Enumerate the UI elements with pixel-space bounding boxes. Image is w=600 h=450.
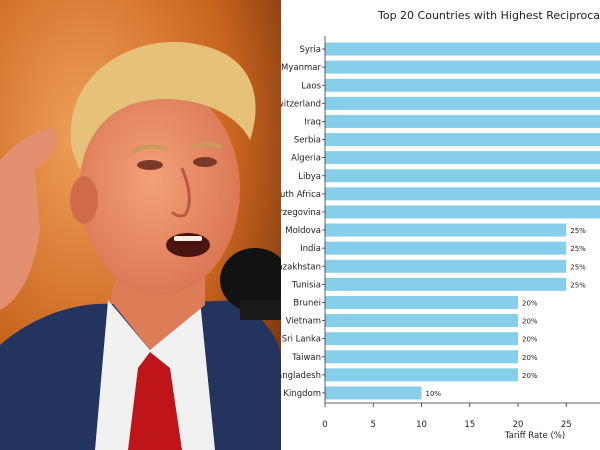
bar-vietnam [325,314,518,328]
category-label: Myanmar [281,63,321,73]
raised-hand [0,129,58,310]
hair [70,41,256,171]
data-label: 20% [522,299,538,307]
data-label: 20% [522,354,538,362]
nose [170,167,191,218]
tariff-bar-chart: Top 20 Countries with Highest Reciprocal… [218,0,600,450]
red-tie [128,352,182,450]
category-label: Kazakhstan [281,262,321,272]
category-label: Iraq [304,117,321,127]
category-label: South Africa [281,190,321,200]
category-label: Laos [301,81,321,91]
data-label: 25% [570,245,586,253]
x-tick-label: 25 [561,420,572,430]
data-label: 20% [522,336,538,344]
x-tick-label: 10 [416,420,427,430]
bar-bangladesh [325,368,518,382]
category-label: Switzerland [281,99,321,109]
bar-serbia [325,133,600,147]
bar-bosnia-and-herzegovina [325,205,600,219]
category-label: Brunei [293,298,321,308]
data-label: 25% [570,263,586,271]
speaker-photo-illustration [0,0,281,450]
bar-united-kingdom [325,386,422,400]
right-eyebrow [191,142,223,150]
category-label: Bangladesh [281,371,321,381]
category-labels: Syria Myanmar Laos Switzerland Iraq Serbia Alg… [218,45,325,399]
left-eye [137,160,163,170]
bars-layer [325,42,600,400]
bar-india [325,241,567,255]
bar-sri-lanka [325,332,518,346]
value-labels: 25% 25% 25% 25% 20% 20% 20% 20% 20% 10% [426,227,587,398]
teeth [174,236,202,241]
bar-laos [325,78,600,92]
bar-brunei [325,295,518,309]
category-label: Sri Lanka [282,335,321,345]
x-tick-label: 0 [322,420,327,430]
category-label: Syria [300,45,322,55]
bar-iraq [325,114,600,128]
speaker-photo [0,0,281,450]
x-tick-label: 15 [464,420,475,430]
bar-syria [325,42,600,56]
category-label: Moldova [285,226,321,236]
right-eye [193,157,217,167]
data-label: 10% [426,390,442,398]
chart-title: Top 20 Countries with Highest Reciprocal… [377,9,600,22]
ear [70,176,98,224]
bar-taiwan [325,350,518,364]
bar-switzerland [325,96,600,110]
bar-algeria [325,151,600,165]
x-tick-label: 20 [513,420,524,430]
chart-svg: Top 20 Countries with Highest Reciprocal… [218,9,600,441]
category-label: India [300,244,321,254]
category-label: Taiwan [291,353,321,363]
bar-myanmar [325,60,600,74]
bar-south-africa [325,187,600,201]
category-label: Serbia [294,136,321,146]
x-axis-ticks: 0 5 10 15 20 25 [322,403,572,430]
category-label: United Kingdom [281,389,321,399]
category-label: Algeria [291,154,321,164]
data-label: 20% [522,318,538,326]
bar-kazakhstan [325,259,567,273]
data-label: 20% [522,372,538,380]
bar-tunisia [325,277,567,291]
category-label: Tunisia [291,280,321,290]
bar-moldova [325,223,567,237]
bar-libya [325,169,600,183]
microphone [220,248,281,312]
left-eyebrow [131,144,169,154]
category-label: Vietnam [286,317,321,327]
category-label: Libya [298,172,321,182]
category-label: Bosnia and Herzegovina [281,208,321,218]
x-tick-label: 5 [371,420,376,430]
data-label: 25% [570,227,586,235]
microphone-stand [240,300,281,320]
x-axis-title: Tariff Rate (%) [504,431,565,441]
data-label: 25% [570,281,586,289]
